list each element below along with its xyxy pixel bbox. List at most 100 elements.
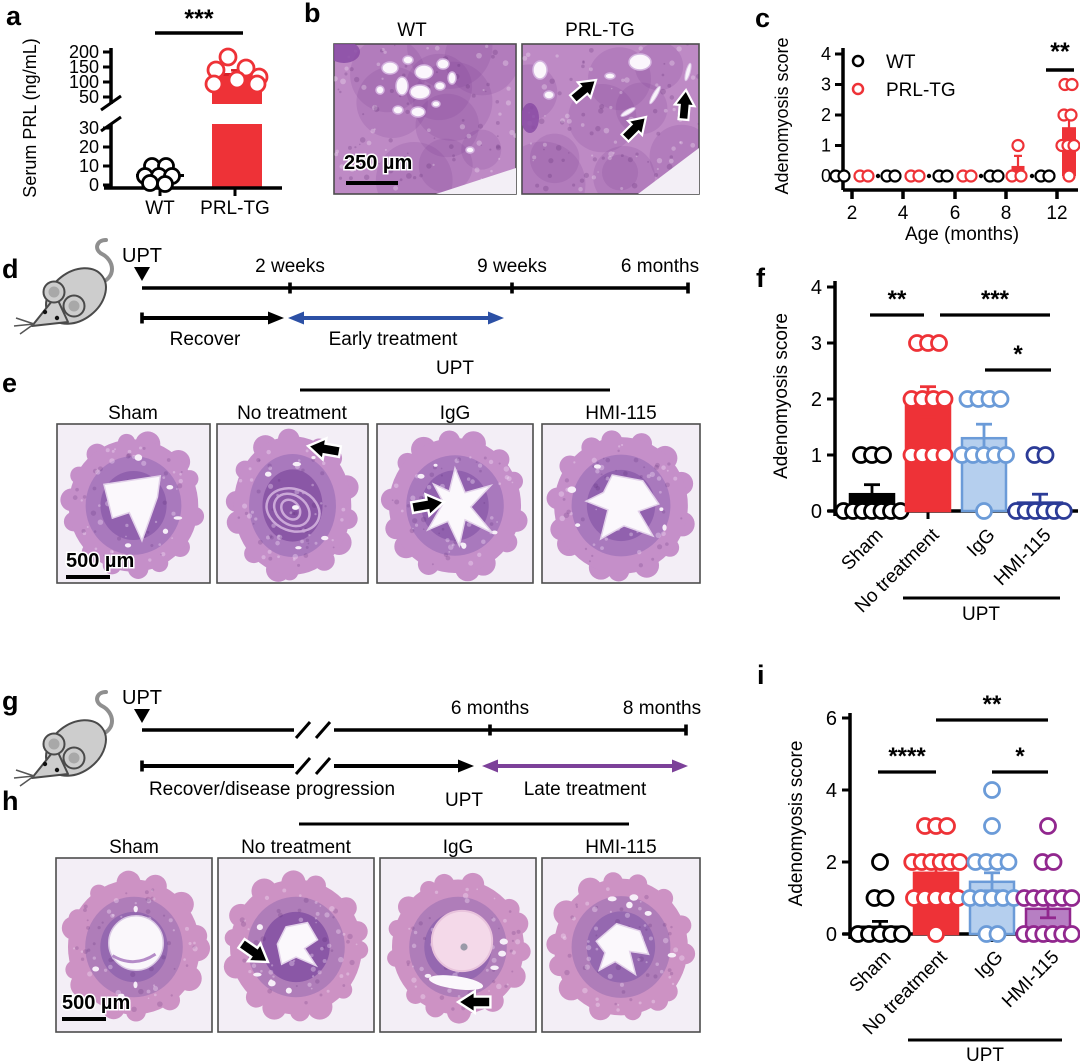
tissue-texture	[429, 472, 435, 478]
tissue-texture	[110, 913, 115, 918]
tissue-texture	[483, 456, 487, 460]
tissue-texture	[125, 453, 131, 459]
tissue-gland	[285, 987, 292, 994]
tissue-texture	[127, 449, 132, 454]
tissue-texture	[388, 138, 393, 143]
tissue-texture	[635, 155, 638, 158]
tissue-texture	[492, 49, 498, 56]
tissue-texture	[483, 502, 486, 504]
y-tick-label: 4	[811, 277, 822, 299]
tissue-texture	[604, 537, 608, 541]
tissue-texture	[81, 529, 86, 534]
tissue-texture	[491, 957, 497, 963]
legend-marker	[851, 54, 865, 68]
tissue-texture	[557, 91, 562, 96]
tissue-texture	[575, 903, 578, 906]
tissue-texture	[172, 929, 175, 932]
tissue-texture	[158, 543, 162, 546]
tissue-texture	[619, 907, 624, 912]
significance-stars: **	[888, 286, 907, 313]
arrowhead	[488, 311, 504, 325]
tissue-texture	[624, 912, 631, 918]
tissue-texture	[543, 185, 549, 192]
tissue-texture	[663, 108, 668, 113]
legend-label: WT	[886, 52, 916, 73]
tissue-texture	[445, 538, 450, 543]
tissue-texture	[582, 61, 585, 64]
tissue-texture	[567, 126, 572, 131]
panel-a-label: a	[6, 1, 22, 31]
mouse-icon	[13, 690, 114, 787]
data-point	[218, 47, 238, 67]
tissue-texture	[277, 912, 283, 918]
tissue-texture	[394, 499, 400, 505]
tissue-texture	[661, 510, 666, 514]
tissue-texture	[86, 948, 91, 952]
tissue-texture	[151, 888, 155, 892]
tissue-texture	[555, 145, 562, 151]
tissue-texture	[314, 512, 317, 516]
tissue-texture	[697, 122, 699, 125]
tissue-texture	[72, 495, 78, 500]
upt-marker-label: UPT	[122, 245, 162, 267]
tissue-texture	[639, 900, 642, 903]
tissue-texture	[109, 458, 115, 464]
tissue-texture	[426, 484, 432, 490]
tissue-texture	[618, 445, 621, 448]
tissue-texture	[160, 553, 163, 556]
tissue-texture	[237, 516, 241, 519]
tissue-swirl	[265, 487, 321, 533]
tissue-texture	[607, 155, 612, 161]
tissue-texture	[314, 900, 318, 904]
tissue-texture	[298, 894, 302, 897]
tissue-texture	[495, 145, 502, 151]
mouse-whisker	[13, 775, 35, 779]
tissue-texture	[655, 462, 660, 468]
tissue-texture	[582, 60, 585, 63]
tissue-texture	[451, 543, 455, 547]
recover-label: Recover/disease progression	[149, 779, 395, 800]
tissue-texture	[362, 113, 365, 116]
tissue-texture	[330, 949, 334, 952]
tissue-texture	[152, 897, 156, 901]
significance-stars: **	[983, 691, 1002, 718]
tissue-texture	[154, 520, 158, 524]
tissue-texture	[647, 160, 650, 163]
tissue-texture	[108, 957, 113, 963]
tissue-texture	[485, 44, 489, 48]
tissue-texture	[426, 163, 432, 169]
data-point	[975, 502, 993, 520]
tissue-texture	[615, 964, 622, 971]
tissue-texture	[615, 918, 621, 925]
tissue-texture	[334, 152, 339, 157]
tissue-texture	[580, 123, 585, 127]
lumen	[103, 475, 162, 543]
tissue-texture	[146, 530, 150, 534]
tissue-texture	[435, 71, 438, 74]
tissue-gland	[593, 464, 601, 469]
tissue-texture	[420, 994, 426, 1000]
break-slash	[294, 757, 312, 775]
tissue-texture	[408, 927, 411, 930]
tissue-texture	[591, 154, 594, 157]
tissue-texture	[83, 949, 88, 954]
tissue-texture	[97, 925, 101, 930]
tissue-texture	[498, 927, 500, 930]
tissue-gland	[134, 454, 143, 461]
tissue-texture	[289, 511, 293, 515]
mouse-ear-inner	[48, 738, 60, 750]
tissue-texture	[638, 926, 641, 929]
tissue-texture	[581, 112, 586, 117]
tissue-texture	[547, 173, 553, 179]
tissue-texture	[495, 121, 500, 125]
tissue-texture	[431, 563, 434, 566]
tissue-texture	[445, 555, 451, 561]
tissue-texture	[508, 910, 512, 913]
tissue-texture	[686, 44, 689, 46]
tissue-texture	[238, 479, 243, 483]
tissue-texture	[603, 127, 610, 134]
tissue-texture	[668, 975, 672, 979]
tissue-texture	[320, 502, 323, 505]
tissue-texture	[342, 932, 346, 936]
tissue-texture	[591, 457, 597, 463]
